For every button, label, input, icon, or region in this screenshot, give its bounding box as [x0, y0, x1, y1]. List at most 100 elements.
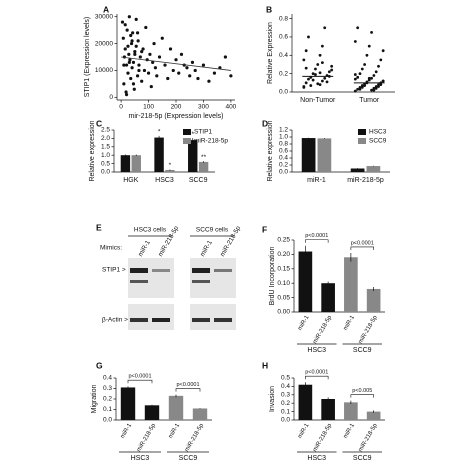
x-tick-label: miR-218-5p: [136, 422, 157, 453]
mimics-label: Mimics:: [100, 245, 122, 252]
cell-line-label: HSC3 cells: [134, 227, 167, 234]
western-blot: E HSC3 cells SCC9 cells Mimics: miR-1 mi…: [96, 222, 242, 330]
y-axis-label: STIP1 (Expression levels): [84, 17, 91, 98]
bar: [366, 411, 381, 420]
point: [131, 60, 136, 64]
x-tick-label: miR-218-5p: [358, 314, 379, 345]
point: [124, 90, 128, 94]
x-tick-label: miR-1: [307, 177, 326, 184]
point: [309, 84, 313, 87]
point: [134, 44, 138, 48]
y-axis-label: Relative Expression: [267, 22, 274, 84]
p-bracket: [175, 388, 201, 392]
point: [311, 78, 315, 82]
bar: [120, 387, 136, 420]
bar: [168, 395, 184, 420]
lane-label: miR-1: [137, 239, 152, 258]
group-label: HSC3: [307, 455, 326, 462]
legend-swatch: [358, 138, 366, 144]
panel-label: F: [262, 224, 267, 234]
annotation: *: [191, 131, 194, 138]
point: [360, 67, 364, 71]
point: [360, 86, 364, 89]
p-bracket: [350, 394, 374, 398]
y-tick-label: 0.15: [277, 266, 290, 273]
point: [140, 50, 144, 54]
point: [131, 31, 135, 35]
point: [327, 70, 331, 74]
point: [318, 71, 322, 75]
y-tick-label: 0.0: [101, 169, 110, 176]
y-tick-label: 0.2: [279, 162, 288, 169]
x-tick-label: miR-218-5p: [184, 422, 205, 453]
point: [304, 81, 308, 85]
y-axis-label: Relative expression: [89, 120, 96, 181]
point: [134, 17, 138, 21]
point: [135, 74, 140, 78]
y-tick-label: 1.0: [279, 134, 288, 141]
point: [138, 55, 142, 59]
bar: [366, 288, 381, 312]
band: [130, 268, 148, 273]
legend-swatch: [358, 129, 366, 135]
point: [128, 58, 132, 62]
band: [214, 318, 232, 322]
x-tick-label: miR-1: [343, 422, 357, 439]
x-tick-label: miR-1: [297, 422, 311, 439]
x-tick-label: miR-218-5p: [312, 422, 333, 453]
point: [304, 66, 308, 70]
y-tick-label: 0.4: [279, 155, 288, 162]
point: [356, 75, 360, 79]
y-tick-label: 0: [109, 94, 113, 101]
point: [381, 79, 385, 83]
y-tick-label: 0.25: [277, 237, 290, 244]
point: [142, 68, 147, 73]
point: [135, 31, 140, 35]
point: [323, 26, 327, 30]
point: [353, 40, 357, 43]
point: [132, 87, 136, 91]
blot-membrane: [128, 258, 174, 298]
point: [122, 82, 126, 86]
y-tick-label: 0.5: [101, 160, 110, 167]
panel-label: D: [262, 118, 268, 128]
point: [174, 58, 178, 62]
point: [314, 73, 317, 76]
y-tick-label: 10000: [95, 67, 113, 74]
p-bracket: [350, 246, 374, 250]
y-tick-label: 2.0: [101, 135, 110, 142]
x-tick-label: Tumor: [359, 97, 380, 104]
point: [171, 68, 175, 73]
bar: [165, 169, 175, 172]
x-tick-label: miR-1: [297, 314, 311, 331]
point: [372, 74, 376, 77]
point: [125, 63, 129, 67]
point: [370, 30, 373, 34]
bar: [131, 155, 141, 172]
band: [192, 318, 210, 322]
point: [127, 15, 131, 19]
bar: [198, 161, 209, 172]
row-label: STIP1 >: [102, 267, 126, 274]
point: [130, 66, 134, 70]
y-axis-label: Invasion: [269, 386, 276, 412]
x-axis-label: mir-218-5p (Expression levels): [129, 113, 224, 120]
band: [214, 269, 232, 272]
x-tick-label: 300: [198, 104, 209, 111]
y-tick-label: 0.0: [279, 89, 288, 96]
blot-membrane: [190, 304, 236, 330]
point: [314, 67, 317, 71]
point: [127, 60, 131, 64]
x-tick-label: miR-1: [168, 422, 182, 439]
y-tick-label: 0.1: [281, 408, 290, 415]
point: [127, 52, 131, 56]
legend-swatch: [183, 138, 191, 144]
y-tick-label: 30000: [95, 13, 113, 20]
point: [316, 63, 320, 66]
panel-label: G: [96, 360, 103, 370]
bar: [188, 140, 198, 172]
bar: [144, 405, 160, 420]
y-axis-label: Relative expression: [267, 120, 274, 181]
y-tick-label: 0.0: [281, 417, 290, 424]
